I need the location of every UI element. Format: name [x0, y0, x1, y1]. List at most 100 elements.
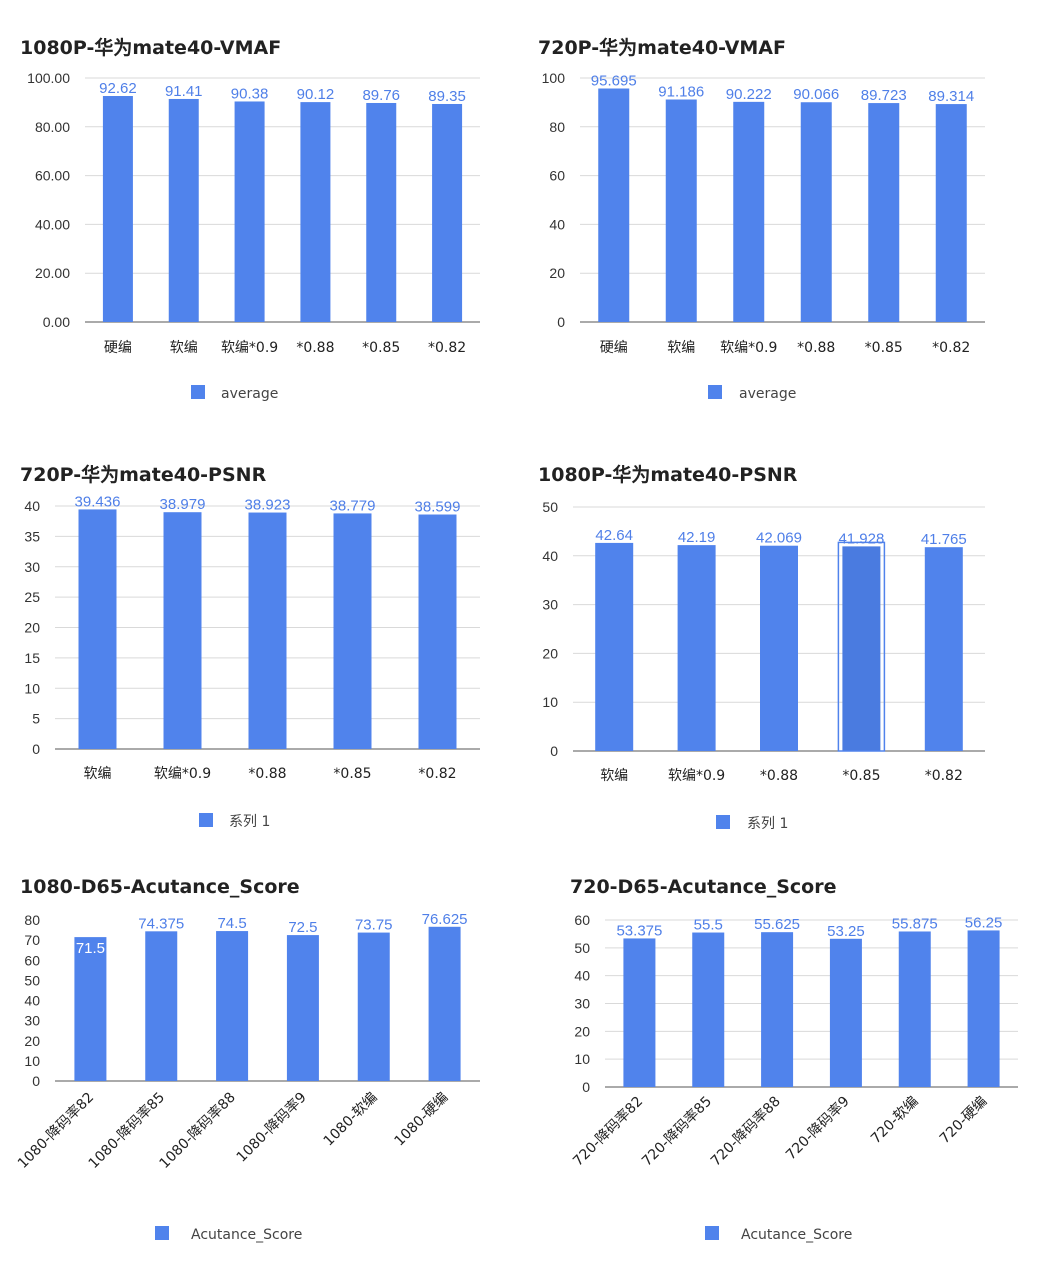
category-label: *0.82 [428, 340, 466, 356]
plot-area: 0 10 20 30 40 50 60 70 80 71.5 1080-降码率82 74.375 108… [14, 911, 480, 1172]
category-label: *0.82 [418, 766, 456, 782]
legend-swatch [716, 815, 730, 829]
category-label: 软编 [84, 766, 112, 782]
category-label: 硬编 [104, 340, 132, 356]
data-label: 92.62 [99, 80, 137, 97]
y-tick-label: 20 [549, 265, 565, 281]
y-tick-label: 40 [542, 548, 558, 564]
y-tick-label: 30 [574, 996, 590, 1012]
chart-title: 720-D65-Acutance_Score [570, 876, 836, 898]
vmaf-1080p-chart: 1080P-华为mate40-VMAF 0.00 20.00 40.00 60.00 8… [20, 36, 480, 402]
legend-label: Acutance_Score [191, 1227, 302, 1243]
chart-title: 720P-华为mate40-PSNR [20, 463, 267, 486]
data-label: 39.436 [75, 493, 121, 510]
data-label: 89.76 [362, 87, 400, 104]
plot-area: 0 20 40 60 80 100 95.695 硬编 91.186 软编 90.222 软编*0.9… [542, 70, 985, 356]
y-tick-label: 25 [24, 589, 40, 605]
data-label: 72.5 [288, 919, 317, 936]
data-label: 38.979 [160, 496, 206, 513]
bar [595, 542, 634, 751]
category-label: *0.88 [760, 768, 798, 784]
bar [78, 509, 117, 749]
bar [760, 545, 798, 751]
category-label: *0.88 [296, 340, 334, 356]
vmaf-720p-chart: 720P-华为mate40-VMAF 0 20 40 60 80 100 95.695 硬编 9… [538, 36, 985, 402]
bar-selection-outline [837, 541, 886, 752]
y-tick-label: 40.00 [35, 216, 70, 232]
category-label: 720-降码率9 [782, 1093, 852, 1163]
category-label: 软编*0.9 [154, 766, 211, 782]
y-tick-label: 20.00 [35, 265, 70, 281]
y-tick-label: 30 [24, 1013, 40, 1029]
y-tick-label: 0 [32, 1073, 40, 1089]
plot-area: 0 10 20 30 40 50 42.64 软编 42.19 软编*0.9 42.069 *0.88… [542, 499, 985, 784]
category-label: *0.85 [362, 340, 400, 356]
bar [842, 546, 881, 751]
bar [300, 102, 331, 322]
y-tick-label: 35 [24, 528, 40, 544]
data-label: 89.314 [928, 88, 974, 105]
y-tick-label: 40 [574, 968, 590, 984]
category-label: 软编*0.9 [720, 340, 777, 356]
y-tick-label: 60 [549, 168, 565, 184]
data-label: 42.64 [595, 527, 633, 544]
data-label: 73.75 [355, 917, 393, 934]
bar [216, 931, 249, 1081]
bar [623, 938, 656, 1087]
data-label: 42.069 [756, 530, 802, 547]
bar [234, 101, 265, 322]
y-tick-label: 5 [32, 711, 40, 727]
y-tick-label: 60 [574, 912, 590, 928]
y-tick-label: 80 [549, 119, 565, 135]
category-label: 硬编 [600, 340, 628, 356]
bar [428, 926, 461, 1081]
acutance-1080-chart: 1080-D65-Acutance_Score 0 10 20 30 40 50 60 70 8… [14, 876, 480, 1243]
y-tick-label: 30 [24, 559, 40, 575]
legend-swatch [191, 385, 205, 399]
data-label: 76.625 [422, 911, 468, 928]
bar [733, 101, 765, 322]
category-label: *0.88 [248, 766, 286, 782]
category-label: 1080-降码率82 [14, 1089, 97, 1172]
legend-swatch [155, 1226, 169, 1240]
y-tick-label: 40 [24, 498, 40, 514]
y-tick-label: 100.00 [27, 70, 70, 86]
legend-swatch [708, 385, 722, 399]
acutance-720-chart: 720-D65-Acutance_Score 0 10 20 30 40 50 60 53.3… [569, 876, 1018, 1243]
y-tick-label: 50 [574, 940, 590, 956]
bar [924, 547, 963, 751]
bar [692, 932, 725, 1087]
bar [366, 102, 397, 323]
category-label: 720-降码率82 [569, 1093, 646, 1170]
psnr-720p-chart: 720P-华为mate40-PSNR 0 5 10 15 20 25 30 35 40 39.43… [20, 463, 480, 830]
data-label: 38.779 [330, 497, 376, 514]
y-tick-label: 20 [542, 645, 558, 661]
bar [418, 514, 457, 749]
chart-title: 1080P-华为mate40-PSNR [538, 463, 798, 486]
category-label: *0.88 [797, 340, 835, 356]
y-tick-label: 80 [24, 912, 40, 928]
bar [333, 513, 372, 749]
data-label: 90.066 [793, 86, 839, 103]
legend-swatch [705, 1226, 719, 1240]
y-tick-label: 100 [542, 70, 566, 86]
plot-area: 0 5 10 15 20 25 30 35 40 39.436 软编 38.979 软编*0.9 38.9… [24, 493, 480, 782]
category-label: 软编 [170, 340, 198, 356]
data-label: 89.35 [428, 88, 466, 105]
data-label: 90.12 [297, 86, 335, 103]
bar [967, 930, 1000, 1087]
category-label: 720-软编 [868, 1094, 922, 1148]
bar [598, 88, 630, 322]
legend: Acutance_Score [705, 1226, 852, 1243]
bar [665, 99, 697, 322]
bar [432, 103, 463, 323]
y-tick-label: 60.00 [35, 168, 70, 184]
legend: 系列 1 [199, 813, 270, 830]
category-label: *0.82 [925, 768, 963, 784]
data-label: 89.723 [861, 87, 907, 104]
bar [677, 545, 716, 751]
data-label: 90.222 [726, 86, 772, 103]
chart-title: 1080P-华为mate40-VMAF [20, 36, 281, 59]
legend-swatch [199, 813, 213, 827]
y-tick-label: 40 [24, 993, 40, 1009]
